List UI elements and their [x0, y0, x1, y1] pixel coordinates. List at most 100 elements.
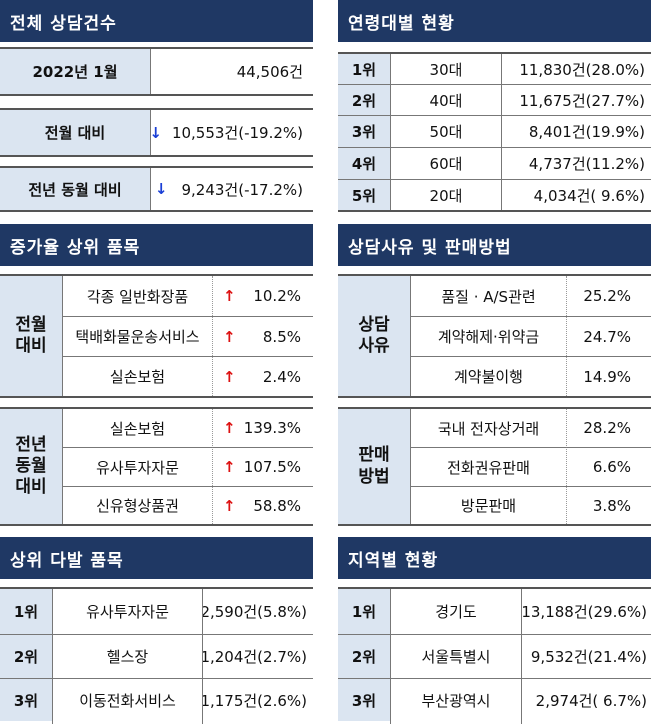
growth-item-value: ↑ 8.5%: [213, 317, 313, 356]
frequent-title: 상위 다발 품목: [0, 537, 313, 579]
reason-group-label: 판매 방법: [338, 409, 410, 524]
reason-item-name: 국내 전자상거래: [437, 419, 540, 438]
frequent-item-value: 1,204건(2.7%): [203, 648, 307, 666]
reason-item-name: 계약해제·위약금: [437, 328, 540, 346]
divider: [202, 589, 203, 724]
divider: [0, 108, 313, 110]
growth-item-value: ↑ 2.4%: [213, 357, 313, 396]
growth-item-name: 실손보험: [109, 419, 166, 438]
growth-group-label-line: 동월: [15, 455, 47, 476]
region-value: 9,532건(21.4%): [530, 648, 647, 666]
arrow-up-icon: ↑: [223, 458, 236, 476]
total-panel: 전체 상담건수 2022년 1월 44,506건 전월 대비 ↓ 10,553건…: [0, 0, 313, 212]
divider: [63, 486, 313, 487]
divider: [63, 316, 313, 317]
total-row-label: 2022년 1월: [0, 49, 150, 94]
age-rank: 4위: [338, 148, 390, 179]
divider: [338, 210, 651, 212]
reason-group-label: 상담 사유: [338, 276, 410, 396]
arrow-up-icon: ↑: [223, 327, 236, 346]
growth-item-value-text: 2.4%: [262, 367, 301, 386]
divider: [150, 168, 151, 210]
frequent-item-value: 1,175건(2.6%): [203, 691, 307, 710]
divider: [338, 274, 651, 276]
age-panel: 연령대별 현황 1위 30대 11,830건(28.0%) 2위 40대 11,…: [338, 0, 651, 212]
divider: [338, 587, 651, 589]
age-rank: 2위: [338, 85, 390, 115]
divider: [62, 409, 63, 524]
region-name: 경기도: [435, 603, 477, 621]
divider: [338, 115, 651, 116]
divider: [0, 155, 313, 157]
arrow-down-icon: ↓: [154, 180, 168, 198]
total-row-value: ↓ 9,243건(-17.2%): [151, 168, 313, 210]
reason-group-label-line: 방법: [358, 466, 390, 487]
total-row-value: ↓ 10,553건(-19.2%): [151, 110, 313, 155]
divider: [521, 589, 522, 724]
growth-item-name: 각종 일반화장품: [86, 287, 189, 306]
reason-title: 상담사유 및 판매방법: [338, 224, 651, 266]
region-value: 2,974건( 6.7%): [535, 691, 647, 710]
arrow-down-icon: ↓: [151, 123, 162, 142]
growth-item-name: 택배화물운송서비스: [75, 328, 200, 346]
arrow-up-icon: ↑: [223, 496, 236, 515]
growth-group-label-line: 대비: [15, 336, 47, 356]
age-rank: 1위: [338, 54, 390, 84]
region-name: 부산광역시: [421, 691, 491, 710]
total-title: 전체 상담건수: [0, 0, 313, 42]
divider: [0, 587, 313, 589]
reason-item-value: 24.7%: [583, 327, 631, 346]
age-group: 60대: [429, 155, 463, 173]
divider: [411, 486, 651, 487]
divider: [390, 589, 391, 724]
reason-item-name: 전화권유판매: [447, 458, 530, 477]
divider: [0, 396, 313, 398]
divider: [212, 409, 213, 524]
region-panel: 지역별 현황 1위 경기도 13,188건(29.6%) 2위 서울특별시 9,…: [338, 537, 651, 724]
divider: [338, 52, 651, 54]
divider: [52, 589, 53, 724]
growth-item-value-text: 8.5%: [262, 327, 301, 346]
arrow-up-icon: ↑: [223, 367, 236, 386]
growth-item-value: ↑ 139.3%: [213, 409, 313, 447]
divider: [0, 94, 313, 96]
age-title: 연령대별 현황: [338, 0, 651, 42]
region-title: 지역별 현황: [338, 537, 651, 579]
reason-item-name: 품질 · A/S관련: [441, 287, 536, 306]
growth-group-label-line: 전년: [15, 434, 47, 455]
region-rank: 3위: [338, 679, 390, 721]
reason-item-value: 6.6%: [592, 458, 631, 476]
growth-item-value-text: 10.2%: [253, 287, 301, 305]
divider: [566, 409, 567, 524]
divider: [338, 84, 651, 85]
divider: [0, 634, 313, 635]
total-value-text: 10,553건(-19.2%): [171, 124, 303, 142]
divider: [0, 274, 313, 276]
divider: [0, 166, 313, 168]
growth-item-name: 실손보험: [109, 368, 166, 386]
divider: [411, 447, 651, 448]
frequent-rank: 1위: [0, 589, 52, 634]
arrow-up-icon: ↑: [223, 287, 236, 305]
frequent-panel: 상위 다발 품목 1위 유사투자자문 2,590건(5.8%) 2위 헬스장 1…: [0, 537, 313, 724]
total-row-label: 전년 동월 대비: [0, 168, 150, 210]
reason-item-value: 14.9%: [583, 367, 631, 386]
reason-item-name: 방문판매: [460, 497, 517, 515]
divider: [150, 49, 151, 94]
reason-item-name: 계약불이행: [453, 368, 523, 386]
divider: [63, 447, 313, 448]
growth-group-label: 전월 대비: [0, 276, 62, 396]
total-row-label: 전월 대비: [0, 110, 150, 155]
growth-item-value-text: 139.3%: [243, 419, 301, 437]
divider: [411, 316, 651, 317]
growth-item-value-text: 58.8%: [253, 496, 301, 515]
divider: [338, 407, 651, 409]
growth-title: 증가율 상위 품목: [0, 224, 313, 266]
divider: [0, 47, 313, 49]
age-group: 30대: [429, 60, 463, 79]
divider: [62, 276, 63, 396]
frequent-item-name: 유사투자자문: [86, 603, 169, 621]
total-row-value: 44,506건: [151, 49, 313, 94]
age-group: 40대: [429, 91, 463, 110]
reason-panel: 상담사유 및 판매방법 상담 사유 품질 · A/S관련 25.2% 계약해제·…: [338, 224, 651, 526]
